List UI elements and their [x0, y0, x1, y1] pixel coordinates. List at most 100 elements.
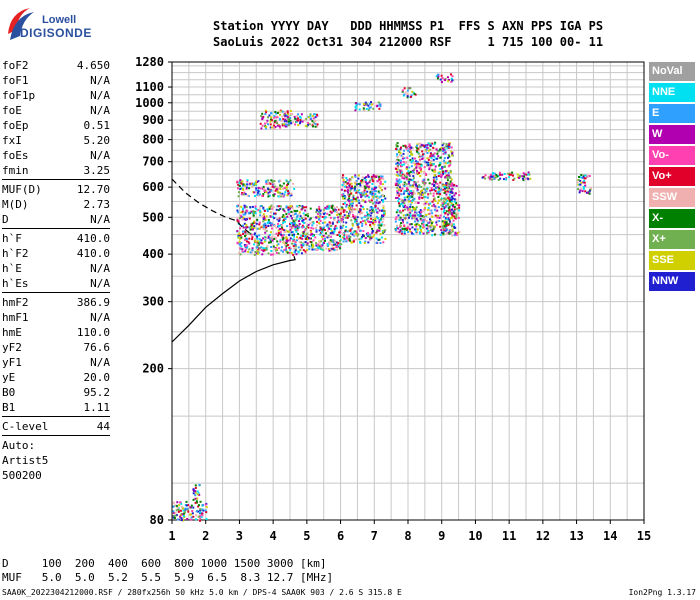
- echo-point: [244, 205, 247, 208]
- echo-point: [323, 226, 325, 229]
- echo-point: [240, 205, 243, 208]
- echo-point: [308, 218, 311, 221]
- echo-point: [428, 212, 431, 215]
- echo-point: [419, 227, 422, 230]
- echo-point: [368, 209, 371, 212]
- echo-point: [268, 194, 271, 197]
- param-value: N/A: [90, 262, 110, 275]
- echo-point: [484, 177, 487, 180]
- echo-point: [445, 184, 448, 187]
- echo-point: [516, 176, 519, 179]
- echo-point: [305, 233, 308, 236]
- echo-point: [304, 250, 307, 253]
- param-label: h`E: [2, 262, 22, 275]
- echo-point: [416, 188, 419, 191]
- echo-point: [437, 196, 440, 198]
- echo-point: [258, 223, 261, 226]
- echo-point: [281, 194, 284, 197]
- echo-point: [400, 218, 403, 221]
- echo-point: [333, 243, 335, 246]
- echo-point: [261, 194, 264, 197]
- echo-point: [307, 116, 310, 119]
- echo-point: [239, 179, 242, 182]
- echo-point: [582, 181, 585, 184]
- echo-point: [326, 212, 329, 215]
- echo-point: [447, 171, 450, 174]
- echo-point: [403, 177, 406, 180]
- echo-point: [242, 189, 245, 191]
- echo-point: [409, 223, 412, 226]
- echo-point: [283, 248, 286, 251]
- echo-point: [375, 208, 378, 211]
- echo-point: [408, 228, 411, 231]
- echo-point: [366, 208, 369, 211]
- echo-point: [364, 201, 367, 204]
- echo-point: [382, 200, 384, 203]
- echo-point: [413, 181, 416, 183]
- x-tick-label: 3: [236, 529, 243, 543]
- echo-point: [384, 229, 387, 232]
- echo-point: [426, 188, 429, 190]
- echo-point: [272, 194, 275, 197]
- echo-point: [422, 153, 424, 156]
- echo-point: [378, 238, 381, 241]
- echo-point: [410, 146, 413, 149]
- echo-point: [421, 215, 424, 218]
- echo-point: [248, 237, 251, 240]
- echo-point: [585, 191, 588, 194]
- echo-point: [455, 198, 458, 201]
- echo-point: [375, 215, 378, 218]
- echo-point: [354, 105, 357, 108]
- echo-point: [311, 224, 314, 227]
- echo-point: [400, 169, 403, 171]
- echo-point: [442, 173, 444, 176]
- echo-point: [327, 244, 330, 247]
- echo-point: [406, 208, 409, 211]
- echo-point: [329, 228, 332, 231]
- echo-point: [242, 207, 245, 210]
- echo-point: [290, 110, 292, 112]
- echo-point: [253, 225, 256, 228]
- echo-point: [363, 189, 366, 192]
- echo-point: [425, 220, 428, 223]
- echo-point: [187, 510, 190, 513]
- echo-point: [342, 197, 345, 200]
- echo-point: [310, 230, 313, 233]
- legend-item-ssw: SSW: [649, 188, 695, 207]
- echo-point: [259, 122, 262, 125]
- echo-point: [245, 187, 248, 190]
- echo-point: [269, 236, 272, 239]
- echo-point: [354, 174, 357, 177]
- echo-point: [178, 504, 181, 507]
- echo-point: [276, 123, 279, 126]
- echo-point: [377, 190, 380, 193]
- echo-point: [304, 228, 307, 231]
- echo-point: [293, 115, 296, 118]
- echo-point: [355, 102, 358, 105]
- echo-point: [527, 171, 530, 174]
- echo-point: [236, 217, 239, 220]
- echo-point: [271, 227, 273, 230]
- echo-point: [285, 120, 288, 123]
- echo-point: [375, 176, 378, 178]
- echo-point: [197, 492, 200, 495]
- echo-point: [412, 189, 415, 192]
- echo-point: [355, 196, 358, 199]
- echo-point: [527, 173, 530, 176]
- echo-point: [436, 152, 439, 155]
- echo-point: [403, 230, 406, 233]
- echo-point: [312, 221, 315, 224]
- echo-point: [403, 189, 406, 192]
- echo-point: [399, 184, 401, 187]
- echo-point: [458, 204, 461, 207]
- echo-point: [408, 172, 411, 175]
- echo-point: [332, 210, 335, 213]
- echo-point: [333, 229, 336, 232]
- echo-point: [579, 189, 582, 192]
- echo-point: [433, 233, 436, 236]
- echo-point: [435, 223, 438, 226]
- echo-point: [433, 143, 436, 146]
- echo-point: [408, 211, 411, 214]
- echo-point: [411, 169, 414, 172]
- echo-point: [579, 183, 582, 186]
